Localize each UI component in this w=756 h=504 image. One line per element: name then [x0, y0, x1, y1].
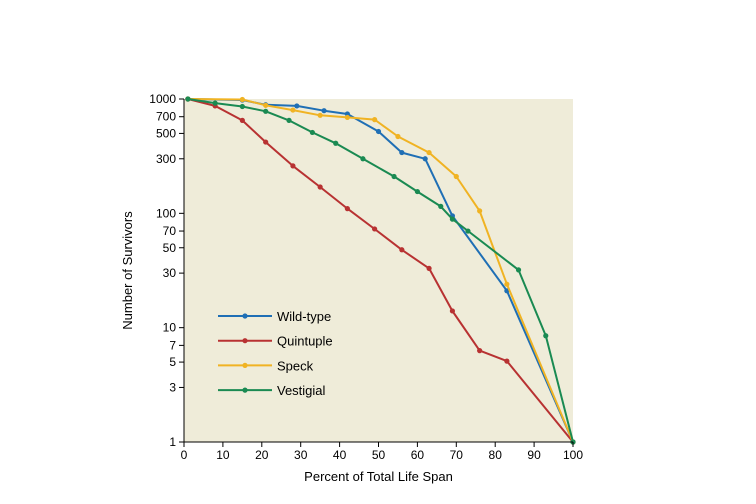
data-point-speck [317, 112, 323, 118]
x-tick-label: 50 [372, 448, 386, 462]
data-point-quintuple [344, 206, 350, 212]
data-point-wild-type [399, 149, 405, 156]
x-tick-label: 0 [181, 448, 188, 462]
data-point-quintuple [317, 184, 323, 190]
x-tick-label: 90 [527, 448, 541, 462]
data-point-speck [395, 133, 401, 140]
data-point-quintuple [504, 358, 510, 364]
data-point-quintuple [290, 163, 296, 169]
series-layer [185, 96, 576, 445]
y-tick-label: 700 [156, 110, 176, 124]
data-point-wild-type [375, 128, 382, 135]
x-tick-label: 20 [255, 448, 269, 462]
x-tick-label: 40 [333, 448, 347, 462]
data-point-vestigial [449, 216, 456, 222]
data-point-quintuple [449, 308, 456, 314]
y-tick-label: 500 [156, 126, 176, 140]
data-point-vestigial [391, 173, 397, 180]
data-point-vestigial [465, 228, 471, 234]
x-tick-label: 80 [489, 448, 503, 462]
data-point-vestigial [239, 103, 245, 110]
plot-area [184, 99, 573, 442]
data-point-wild-type [321, 108, 327, 114]
legend-marker-wild-type [242, 313, 248, 319]
y-tick-label: 100 [156, 206, 176, 220]
data-point-quintuple [399, 247, 405, 253]
y-tick-label: 300 [156, 152, 176, 166]
data-point-speck [477, 208, 483, 214]
data-point-vestigial [309, 129, 315, 136]
data-point-vestigial [263, 108, 269, 114]
legend-marker-speck [242, 362, 248, 368]
legend-label-quintuple: Quintuple [277, 334, 333, 349]
data-point-speck [426, 149, 432, 156]
data-point-speck [372, 117, 378, 123]
data-point-speck [453, 173, 459, 180]
data-point-vestigial [438, 203, 444, 209]
legend-marker-quintuple [242, 338, 248, 344]
data-point-vestigial [212, 100, 218, 106]
x-tick-label: 30 [294, 448, 308, 462]
data-point-speck [290, 107, 296, 113]
y-tick-label: 1 [169, 435, 176, 449]
data-point-vestigial [185, 96, 191, 102]
x-tick-label: 10 [216, 448, 230, 462]
y-tick-label: 3 [169, 380, 176, 394]
data-point-vestigial [360, 156, 366, 162]
y-tick-label: 1000 [149, 92, 176, 106]
data-point-speck [239, 96, 245, 103]
series-line-vestigial [187, 98, 574, 443]
y-tick-label: 5 [169, 355, 176, 369]
legend-label-speck: Speck [277, 358, 314, 373]
data-point-vestigial [543, 333, 549, 339]
data-point-vestigial [515, 267, 522, 273]
x-tick-label: 100 [563, 448, 583, 462]
axes: 0 10 20 30 40 50 60 70 80 90 100 1 3 5 7 10 30 50 70 100 300… [149, 92, 583, 462]
y-tick-label: 10 [163, 321, 177, 335]
data-point-speck [344, 114, 350, 121]
data-point-vestigial [333, 140, 339, 146]
data-point-vestigial [414, 188, 420, 195]
data-point-quintuple [263, 139, 269, 145]
y-tick-label: 50 [163, 241, 177, 255]
legend: Wild-type Quintuple Speck Vestigial [218, 309, 333, 398]
y-tick-label: 30 [163, 266, 177, 280]
series-line-quintuple [187, 98, 574, 443]
y-tick-label: 7 [169, 338, 176, 352]
legend-label-vestigial: Vestigial [277, 383, 326, 398]
y-axis-title: Number of Survivors [120, 211, 135, 330]
data-point-speck [504, 281, 510, 287]
data-point-wild-type [294, 103, 300, 109]
x-tick-label: 60 [411, 448, 425, 462]
data-point-quintuple [426, 265, 432, 271]
data-point-speck [263, 102, 269, 108]
data-point-quintuple [239, 117, 245, 123]
data-point-quintuple [372, 226, 378, 232]
x-axis-title: Percent of Total Life Span [304, 469, 453, 484]
legend-label-wild-type: Wild-type [277, 309, 331, 324]
data-point-quintuple [477, 348, 483, 354]
data-point-wild-type [422, 156, 428, 162]
y-tick-label: 70 [163, 224, 177, 238]
x-tick-label: 70 [450, 448, 464, 462]
data-point-vestigial [286, 117, 292, 123]
legend-marker-vestigial [242, 387, 248, 393]
